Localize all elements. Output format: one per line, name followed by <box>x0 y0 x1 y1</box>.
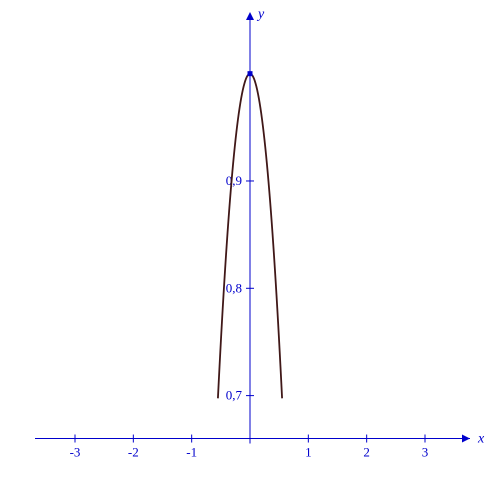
x-tick-label: -2 <box>128 445 139 460</box>
x-tick-label: 1 <box>305 445 312 460</box>
y-tick-label: 0,9 <box>226 173 242 188</box>
y-tick-label: 0,7 <box>226 388 243 403</box>
parabola-chart: -3 -2 -1 1 2 3 0,7 0,8 0,9 x y <box>0 0 500 500</box>
y-tick-label: 0,8 <box>226 280 242 295</box>
vertex-marker <box>248 71 253 76</box>
x-tick-label: 3 <box>422 445 429 460</box>
y-axis-label: y <box>256 7 265 22</box>
x-tick-label: -3 <box>70 445 81 460</box>
x-tick-label: 2 <box>363 445 370 460</box>
chart-container: -3 -2 -1 1 2 3 0,7 0,8 0,9 x y <box>0 0 500 500</box>
x-axis-label: x <box>477 432 485 447</box>
x-tick-label: -1 <box>186 445 197 460</box>
